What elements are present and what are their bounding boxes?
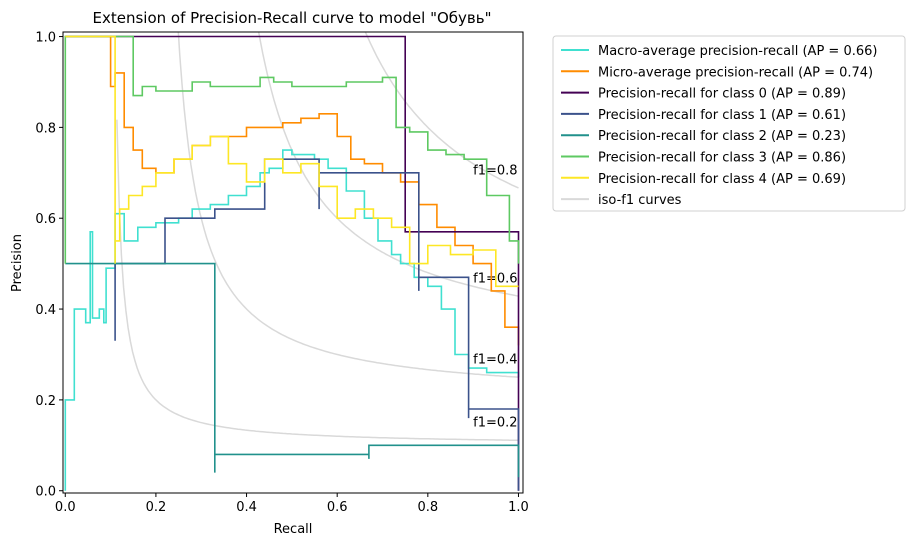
legend-entry: Micro-average precision-recall (AP = 0.7… xyxy=(598,65,873,80)
legend: Macro-average precision-recall (AP = 0.6… xyxy=(552,35,906,212)
x-axis-ticks: 0.0 0.2 0.4 0.6 0.8 1.0 xyxy=(55,493,529,515)
y-tick-label: 0.0 xyxy=(35,485,56,500)
series-line xyxy=(65,35,519,288)
plot-border xyxy=(62,31,524,494)
x-tick-label: 0.4 xyxy=(236,500,257,515)
x-tick-label: 0.0 xyxy=(55,500,76,515)
legend-entry: Precision-recall for class 2 (AP = 0.23) xyxy=(598,129,846,144)
x-axis-label: Recall xyxy=(274,522,313,537)
x-tick-label: 1.0 xyxy=(508,500,529,515)
legend-entry: Macro-average precision-recall (AP = 0.6… xyxy=(598,44,877,59)
x-tick-label: 0.2 xyxy=(146,500,167,515)
y-tick-label: 0.2 xyxy=(35,394,56,409)
y-tick-label: 0.6 xyxy=(35,212,56,227)
series-line xyxy=(65,262,520,478)
legend-entry: Precision-recall for class 1 (AP = 0.61) xyxy=(598,108,846,123)
legend-entry: iso-f1 curves xyxy=(598,193,682,208)
y-axis-ticks: 0.0 0.2 0.4 0.6 0.8 1.0 xyxy=(35,31,63,500)
chart-title: Extension of Precision-Recall curve to m… xyxy=(92,9,491,27)
iso-f1-layer: f1=0.2f1=0.4f1=0.6f1=0.8 xyxy=(116,32,519,442)
series-line xyxy=(65,35,520,491)
iso-f1-curve xyxy=(257,32,519,297)
plot-frame xyxy=(63,32,523,493)
iso-f1-curve xyxy=(177,32,519,378)
y-tick-label: 1.0 xyxy=(35,31,56,46)
series-line xyxy=(114,158,520,491)
iso-f1-label: f1=0.4 xyxy=(473,353,517,368)
legend-entry: Precision-recall for class 0 (AP = 0.89) xyxy=(598,87,846,102)
series-line xyxy=(64,35,520,264)
x-tick-label: 0.6 xyxy=(327,500,348,515)
y-axis-label: Precision xyxy=(10,234,25,292)
legend-box xyxy=(552,35,906,212)
legend-entry: Precision-recall for class 3 (AP = 0.86) xyxy=(598,151,846,166)
series-line xyxy=(65,35,520,346)
series-layer xyxy=(64,35,520,491)
iso-f1-curve xyxy=(364,32,519,189)
iso-f1-curve xyxy=(116,119,519,442)
x-tick-label: 0.8 xyxy=(417,500,438,515)
y-tick-label: 0.4 xyxy=(35,303,56,318)
legend-entry: Precision-recall for class 4 (AP = 0.69) xyxy=(598,172,846,187)
y-tick-label: 0.8 xyxy=(35,121,56,136)
iso-f1-label: f1=0.2 xyxy=(473,416,517,431)
iso-f1-label: f1=0.8 xyxy=(473,163,517,178)
